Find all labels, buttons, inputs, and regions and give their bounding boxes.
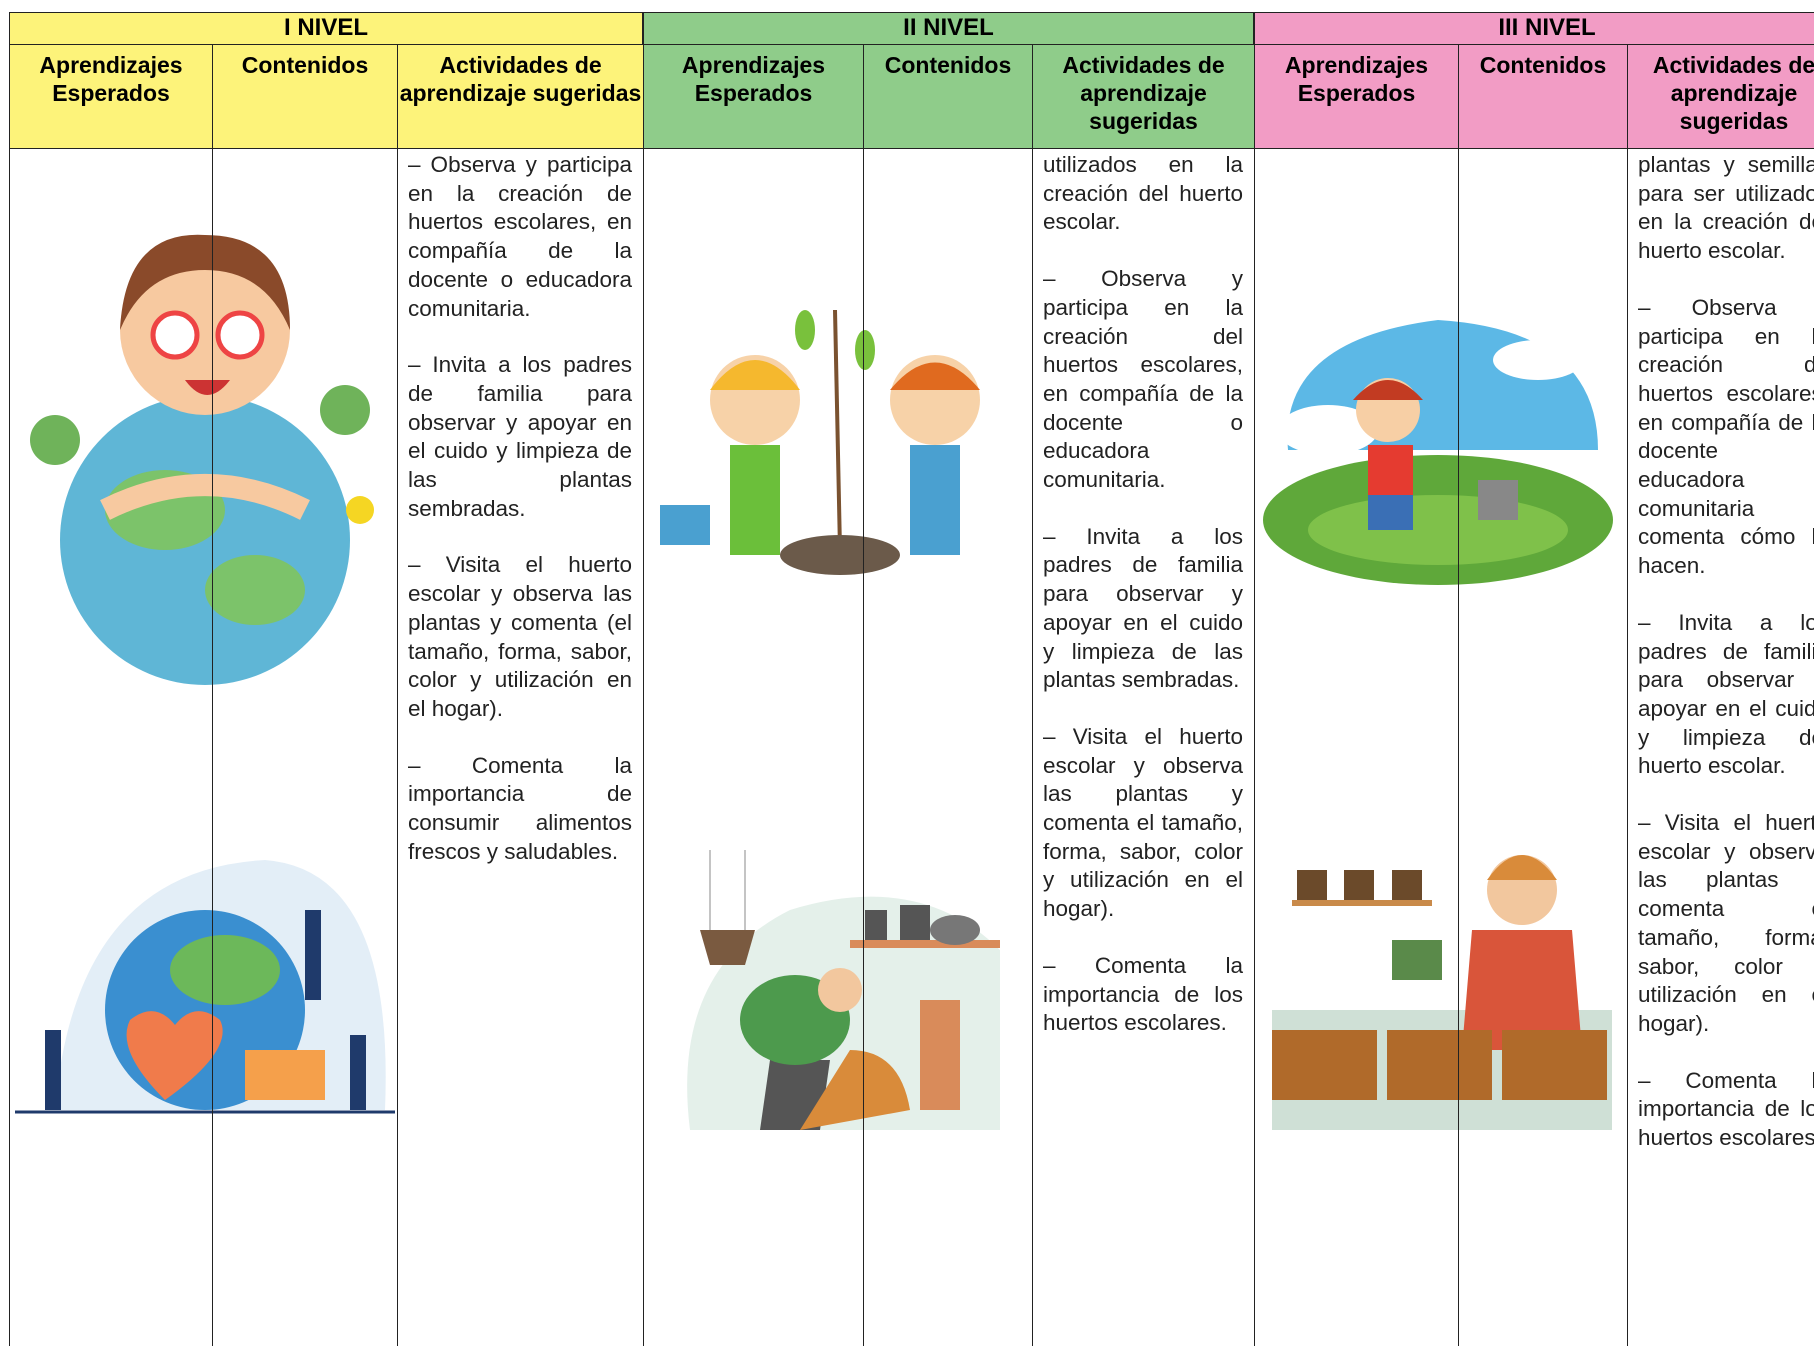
activities: – Observa y participa en la creación de … [398,149,642,1346]
column-header: Actividades de aprendizaje sugeridas [1627,44,1814,149]
activity: utilizados en la creación del huerto esc… [1043,152,1243,235]
illustration-children-planting [660,309,980,575]
activity: – Invita a los padres de familia para ob… [408,352,632,521]
activity: – Comenta la importancia de los huertos … [1043,952,1243,1036]
column-header: Contenidos [863,44,1033,149]
activity: – Invita a los padres de familia para ob… [1043,523,1243,693]
level-title: I NIVEL [9,12,643,45]
column-header: Actividades de aprendizaje sugeridas [1032,44,1255,149]
activity: – Visita el huerto escolar y observa las… [1043,723,1243,922]
body-cell [1254,148,1459,1346]
column-header: Aprendizajes Esperados [643,44,864,149]
level-title: II NIVEL [643,12,1254,45]
activities: utilizados en la creación del huerto esc… [1033,149,1253,1346]
illustration-girl-garden [1263,320,1613,585]
activity: – Observa y participa en la creación del… [1043,266,1243,493]
level-title: III NIVEL [1254,12,1814,45]
activity: – Visita el huerto escolar y observa las… [1638,810,1814,1036]
activity: – Comenta la importancia de consumir ali… [408,752,632,864]
activity: – Invita a los padres de familia para ob… [1638,609,1814,779]
body-cell [863,148,1033,1346]
column-header: Contenidos [212,44,398,149]
illustration-man-watering [1272,855,1612,1130]
activity: – Visita el huerto escolar y observa las… [408,552,632,721]
column-header: Contenidos [1458,44,1628,149]
body-cell [1458,148,1628,1346]
column-header: Aprendizajes Esperados [9,44,213,149]
illustration-earth-people [15,860,395,1114]
activity: – Observa y participa en la creación de … [1638,294,1814,579]
column-header: Aprendizajes Esperados [1254,44,1459,149]
activity: – Observa y participa en la creación de … [408,152,632,321]
column-header: Actividades de aprendizaje sugeridas [397,44,644,149]
activity: plantas y semillas para ser utilizados e… [1638,152,1814,264]
body-cell [212,148,398,1346]
illustration-woman-plants [687,850,1000,1130]
activity: – Comenta la importancia de los huertos … [1638,1067,1814,1151]
body-cell [643,148,864,1346]
body-cell [1627,148,1814,1346]
body-cell [9,148,213,1346]
activities: plantas y semillas para ser utilizados e… [1628,149,1814,1346]
illustration-earth-girl [30,234,374,685]
